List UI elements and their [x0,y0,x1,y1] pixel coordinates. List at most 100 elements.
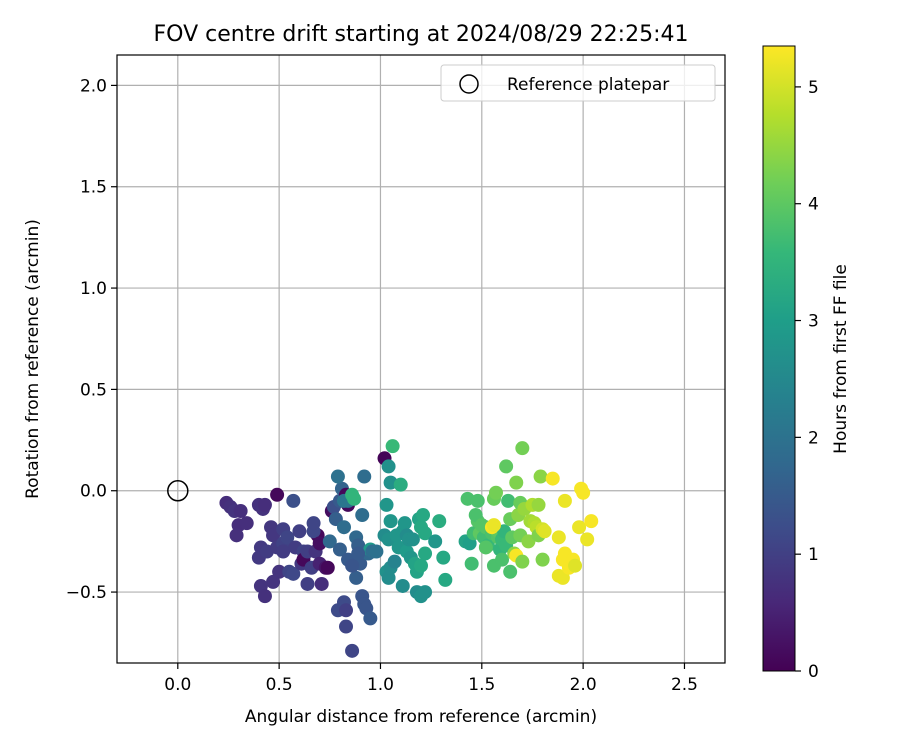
data-point [418,526,433,541]
data-point [584,514,599,529]
legend-label: Reference platepar [507,75,669,95]
data-point [266,528,281,543]
data-point [395,578,410,593]
data-point [387,554,402,569]
data-point [257,497,272,512]
x-tick-label: 0.5 [266,675,293,695]
colorbar-tick-label: 5 [808,78,819,98]
data-point [551,530,566,545]
data-point [320,560,335,575]
data-point [470,493,485,508]
chart-title: FOV centre drift starting at 2024/08/29 … [154,22,689,47]
y-tick-label: −0.5 [66,583,107,603]
data-point [572,520,587,535]
data-point [521,534,536,549]
data-point [239,516,254,531]
data-point [257,589,272,604]
x-tick-label: 1.5 [468,675,495,695]
data-point [478,540,493,555]
data-point [339,603,354,618]
reference-platepar-point [167,479,189,502]
data-point [501,493,516,508]
data-points [219,439,599,658]
data-point [436,550,451,565]
data-point [270,487,285,502]
data-point [385,439,400,454]
data-point [339,619,354,634]
colorbar-label: Hours from first FF file [831,264,851,454]
data-point [332,542,347,557]
data-point [393,477,408,492]
data-point [418,585,433,600]
data-point [276,544,291,559]
data-point [557,493,572,508]
y-tick-label: 2.0 [80,76,107,96]
data-point [486,518,501,533]
data-point [286,566,301,581]
colorbar-tick-label: 4 [808,195,819,215]
data-point [515,554,530,569]
y-axis-label: Rotation from reference (arcmin) [23,219,43,499]
data-point [515,441,530,456]
y-tick-label: 0.0 [80,482,107,502]
data-point [405,532,420,547]
data-point [535,552,550,567]
data-point [266,574,281,589]
data-point [336,520,351,535]
colorbar-tick-label: 0 [808,662,819,682]
legend-marker-open-circle-icon [459,74,479,94]
data-point [555,570,570,585]
colorbar-tick-label: 2 [808,428,819,448]
data-point [383,514,398,529]
data-point [345,643,360,658]
data-point [351,546,366,561]
data-point [306,516,321,531]
x-tick-label: 1.0 [367,675,394,695]
data-point [495,552,510,567]
data-point [349,570,364,585]
data-point [229,528,244,543]
plot-frame [116,54,726,664]
data-point [347,491,362,506]
data-point [568,558,583,573]
data-point [414,558,428,573]
reference-marker [167,479,189,502]
data-point [314,576,329,591]
data-point [280,530,295,545]
data-point [381,459,396,474]
data-point [416,508,431,523]
x-tick-label: 0.0 [164,675,191,695]
colorbar-tick-label: 3 [808,312,819,332]
data-point [468,508,483,523]
data-point [432,514,447,529]
x-axis-label: Angular distance from reference (arcmin) [245,707,597,727]
y-ticks: −0.5 0.0 0.5 1.0 1.5 2.0 [66,76,117,603]
data-point [286,493,301,508]
data-point [533,469,548,484]
grid [117,55,725,663]
data-point [488,485,503,500]
data-point [357,469,372,484]
data-point [499,459,514,474]
y-tick-label: 0.5 [80,380,107,400]
data-point [292,524,307,539]
data-point [576,485,591,500]
legend-box [440,64,716,102]
data-point [300,576,315,591]
data-point [531,497,546,512]
data-point [322,534,337,549]
data-point [509,475,524,490]
y-tick-label: 1.0 [80,279,107,299]
legend: Reference platepar [440,64,716,102]
data-point [379,497,394,512]
colorbar: 0 1 2 3 4 5 Hours from first FF file [762,45,851,682]
data-point [330,469,345,484]
data-point [369,544,384,559]
data-point [503,564,518,579]
data-point [272,564,287,579]
data-point [580,532,595,547]
colorbar-ticks: 0 1 2 3 4 5 [795,78,819,682]
data-point [355,508,370,523]
data-point [428,534,443,549]
